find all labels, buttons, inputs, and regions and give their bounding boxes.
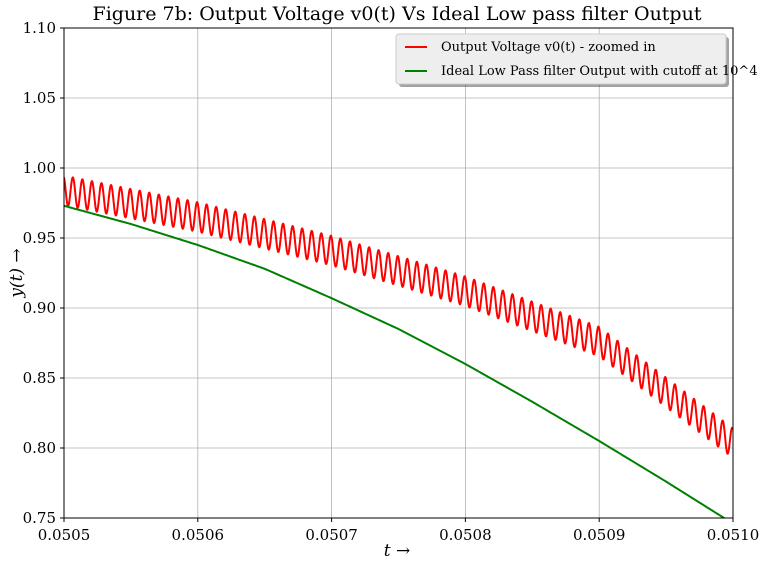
y-tick-label: 1.05 <box>23 89 56 107</box>
legend-label-output-voltage: Output Voltage v0(t) - zoomed in <box>441 40 656 55</box>
legend-label-ideal-lpf: Ideal Low Pass filter Output with cutoff… <box>441 64 758 79</box>
x-axis: 0.0505 0.0506 0.0507 0.0508 0.0509 0.0510 <box>38 518 760 544</box>
x-axis-label: t → <box>384 541 410 561</box>
chart-title: Figure 7b: Output Voltage v0(t) Vs Ideal… <box>93 3 702 25</box>
y-tick-label: 1.00 <box>23 159 56 177</box>
plot-area <box>64 28 733 518</box>
x-tick-label: 0.0508 <box>439 526 492 544</box>
y-tick-label: 0.85 <box>23 369 56 387</box>
legend-box <box>395 33 727 85</box>
y-axis: 0.75 0.80 0.85 0.90 0.95 1.00 1.05 1.10 <box>23 19 64 527</box>
y-tick-label: 0.75 <box>23 509 56 527</box>
legend: Output Voltage v0(t) - zoomed in Ideal L… <box>395 33 758 87</box>
plot-frame <box>63 27 734 519</box>
y-axis-label: y(t) → <box>7 248 27 298</box>
y-tick-label: 0.95 <box>23 229 56 247</box>
y-tick-label: 1.10 <box>23 19 56 37</box>
y-tick-label: 0.90 <box>23 299 56 317</box>
x-tick-label: 0.0510 <box>707 526 760 544</box>
x-tick-label: 0.0509 <box>573 526 626 544</box>
series-layer <box>64 176 733 518</box>
x-tick-label: 0.0507 <box>305 526 358 544</box>
x-tick-label: 0.0506 <box>172 526 225 544</box>
y-tick-label: 0.80 <box>23 439 56 457</box>
x-tick-label: 0.0505 <box>38 526 91 544</box>
series-line-output-voltage <box>64 176 733 455</box>
series-line-ideal-lpf <box>64 204 726 518</box>
